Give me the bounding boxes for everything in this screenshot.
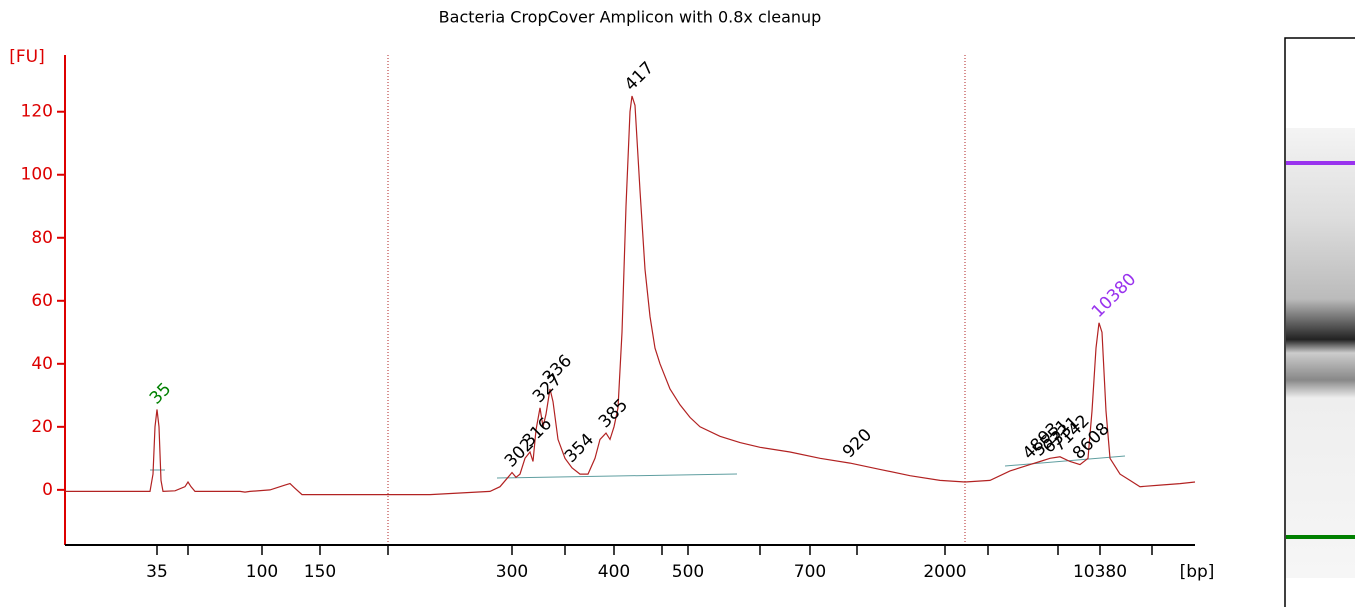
peak-baseline bbox=[1004, 455, 1126, 467]
gel-lane bbox=[1284, 37, 1355, 611]
y-tick-label: 20 bbox=[31, 417, 53, 437]
peak-label: 35 bbox=[146, 379, 175, 408]
x-tick-label: 2000 bbox=[923, 562, 966, 582]
y-axis-label: [FU] bbox=[9, 47, 45, 67]
x-tick-label: 400 bbox=[598, 562, 630, 582]
x-axis-label: [bp] bbox=[1180, 562, 1215, 582]
peak-label: 10380 bbox=[1088, 270, 1140, 322]
x-tick-label: 300 bbox=[496, 562, 528, 582]
chart-title: Bacteria CropCover Amplicon with 0.8x cl… bbox=[439, 8, 822, 27]
y-tick-label: 0 bbox=[42, 480, 53, 500]
y-tick-label: 60 bbox=[31, 291, 53, 311]
x-tick-label: 500 bbox=[672, 562, 704, 582]
x-tick-label: 35 bbox=[146, 562, 168, 582]
peak-label: 417 bbox=[621, 58, 658, 95]
y-tick-label: 40 bbox=[31, 354, 53, 374]
x-tick-label: 10380 bbox=[1073, 562, 1127, 582]
peak-label: 920 bbox=[839, 425, 876, 462]
peak-label: 385 bbox=[595, 395, 632, 432]
y-tick-label: 120 bbox=[21, 102, 53, 122]
x-tick-label: 700 bbox=[794, 562, 826, 582]
trace bbox=[65, 95, 1196, 496]
plot-area: 0 20 40 60 80 100 120 35 100 150 300 400 500 700 2000 1… bbox=[21, 55, 1196, 582]
y-tick-label: 100 bbox=[21, 165, 53, 185]
x-tick-label: 150 bbox=[304, 562, 336, 582]
peak-baseline bbox=[496, 473, 738, 479]
y-tick-label: 80 bbox=[31, 228, 53, 248]
x-tick-label: 100 bbox=[246, 562, 278, 582]
